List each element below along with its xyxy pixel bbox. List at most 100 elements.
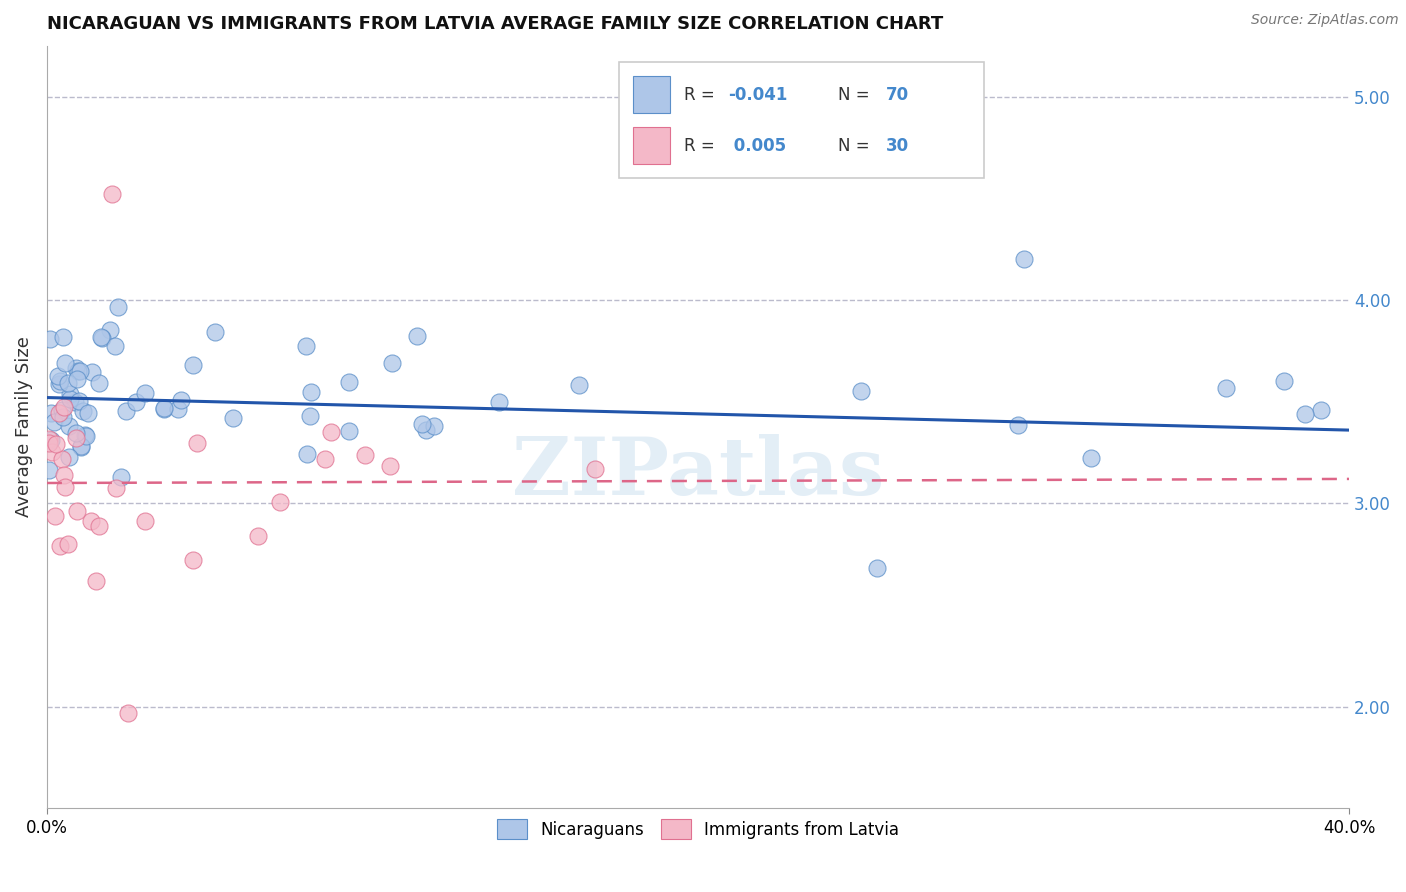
Point: [59, 392, 82, 406]
Point: [65, 361, 87, 376]
Point: [134, 385, 156, 400]
Point: [186, 436, 208, 450]
Point: [153, 402, 176, 417]
Point: [101, 187, 124, 202]
Point: [52, 410, 75, 425]
Point: [42, 415, 65, 429]
Text: N =: N =: [838, 137, 875, 155]
Point: [1309, 402, 1331, 417]
Point: [79, 514, 101, 528]
Point: [48, 539, 70, 553]
Point: [169, 392, 191, 407]
Bar: [633, 128, 669, 164]
Point: [117, 706, 139, 720]
Point: [38, 436, 60, 450]
Point: [39, 332, 62, 346]
Text: 70: 70: [886, 86, 908, 103]
Point: [337, 375, 360, 389]
Point: [299, 384, 322, 399]
Point: [583, 462, 606, 476]
Point: [1007, 417, 1029, 432]
Point: [67, 394, 90, 409]
Text: R =: R =: [685, 137, 720, 155]
Text: NICARAGUAN VS IMMIGRANTS FROM LATVIA AVERAGE FAMILY SIZE CORRELATION CHART: NICARAGUAN VS IMMIGRANTS FROM LATVIA AVE…: [46, 15, 943, 33]
Point: [75, 429, 97, 443]
Point: [55, 480, 77, 494]
Text: ZIPatlas: ZIPatlas: [512, 434, 884, 512]
Point: [166, 401, 188, 416]
Point: [321, 425, 343, 440]
Point: [110, 470, 132, 484]
Point: [104, 481, 127, 495]
Point: [181, 358, 204, 372]
Point: [73, 427, 96, 442]
Point: [411, 417, 433, 432]
Text: R =: R =: [685, 86, 720, 103]
Point: [339, 425, 361, 439]
Point: [314, 452, 336, 467]
Point: [80, 365, 103, 379]
Point: [69, 439, 91, 453]
Point: [87, 519, 110, 533]
Point: [59, 386, 82, 401]
Point: [1294, 407, 1316, 421]
Point: [45, 437, 67, 451]
Point: [90, 329, 112, 343]
Point: [204, 325, 226, 339]
Point: [107, 301, 129, 315]
Point: [125, 395, 148, 409]
Point: [39, 434, 62, 448]
Point: [46, 368, 69, 383]
Point: [423, 418, 446, 433]
Point: [84, 574, 107, 588]
Point: [66, 364, 89, 378]
Point: [381, 356, 404, 370]
Point: [849, 384, 872, 399]
Point: [44, 509, 66, 524]
Text: Source: ZipAtlas.com: Source: ZipAtlas.com: [1251, 13, 1399, 28]
Point: [134, 514, 156, 528]
Point: [247, 529, 270, 543]
Point: [66, 504, 89, 518]
Point: [115, 404, 138, 418]
Point: [104, 339, 127, 353]
Text: -0.041: -0.041: [728, 86, 787, 103]
Point: [98, 323, 121, 337]
Point: [58, 418, 80, 433]
Point: [153, 401, 176, 416]
Point: [41, 445, 63, 459]
Point: [65, 431, 87, 445]
Point: [269, 494, 291, 508]
Point: [1215, 381, 1237, 395]
Point: [51, 403, 73, 417]
Point: [72, 403, 94, 417]
Point: [354, 448, 377, 462]
Point: [89, 376, 111, 390]
Point: [38, 432, 60, 446]
Point: [56, 376, 79, 390]
Point: [866, 561, 889, 575]
Point: [183, 553, 205, 567]
Point: [56, 537, 79, 551]
Point: [488, 395, 510, 409]
Point: [65, 426, 87, 441]
Point: [77, 405, 100, 419]
Point: [1272, 374, 1295, 388]
FancyBboxPatch shape: [619, 62, 984, 178]
Point: [58, 450, 80, 464]
Point: [1012, 252, 1035, 267]
Point: [48, 374, 70, 388]
Y-axis label: Average Family Size: Average Family Size: [15, 336, 32, 517]
Point: [378, 459, 401, 474]
Point: [295, 447, 318, 461]
Text: 30: 30: [886, 137, 908, 155]
Point: [405, 328, 427, 343]
Point: [298, 409, 321, 423]
Text: N =: N =: [838, 86, 875, 103]
Text: 0.005: 0.005: [728, 137, 786, 155]
Point: [91, 331, 114, 345]
Point: [51, 452, 73, 467]
Point: [39, 406, 62, 420]
Point: [66, 371, 89, 385]
Legend: Nicaraguans, Immigrants from Latvia: Nicaraguans, Immigrants from Latvia: [491, 813, 905, 846]
